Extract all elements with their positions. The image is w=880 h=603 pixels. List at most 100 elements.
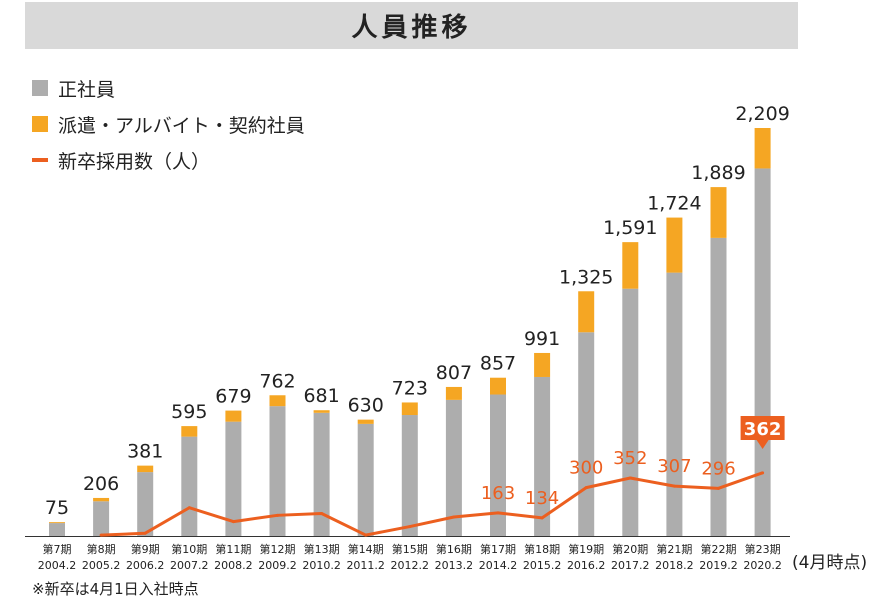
bar-total-label: 723 <box>392 377 428 399</box>
bar-temp <box>93 497 110 502</box>
bar-total-label: 1,724 <box>647 193 701 215</box>
newgrad-point <box>496 511 500 515</box>
newgrad-point <box>540 516 544 520</box>
bar-temp <box>622 242 639 289</box>
bar-total-label: 762 <box>259 370 295 392</box>
bar-total-label: 75 <box>45 497 69 519</box>
legend-swatch-regular <box>32 80 48 96</box>
newgrad-line <box>101 471 764 537</box>
bar-regular <box>49 523 65 536</box>
bar-regular <box>137 472 154 536</box>
newgrad-point <box>672 484 676 488</box>
bar-regular <box>578 332 595 536</box>
bar-regular <box>225 421 242 536</box>
bar-temp <box>666 217 683 273</box>
x-tick-label-date: 2020.2 <box>743 559 782 572</box>
x-tick-label-date: 2010.2 <box>302 559 341 572</box>
bar-temp <box>401 402 418 416</box>
x-tick-label-period: 第8期 <box>87 542 116 556</box>
x-tick-label-period: 第21期 <box>656 542 692 556</box>
newgrad-label: 300 <box>569 458 603 479</box>
x-tick-label-period: 第15期 <box>392 542 428 556</box>
bar-temp <box>269 395 286 407</box>
x-tick-label-period: 第11期 <box>215 542 251 556</box>
bar-temp <box>313 410 330 413</box>
newgrad-point <box>717 486 720 490</box>
newgrad-callout-pointer <box>756 440 769 449</box>
newgrad-point <box>276 513 279 517</box>
legend-item-temp: 派遣・アルバイト・契約社員 <box>32 106 305 142</box>
legend-item-newgrad: 新卒採用数（人） <box>32 142 305 178</box>
footnote: ※新卒は4月1日入社時点 <box>32 580 199 598</box>
bar-total-label: 679 <box>215 386 251 408</box>
bar-total-label: 1,325 <box>559 266 613 288</box>
bar-temp <box>754 128 771 169</box>
bar-regular <box>666 272 683 536</box>
bar-regular <box>93 501 110 536</box>
x-tick-label-period: 第13期 <box>304 542 340 556</box>
bar-regular <box>710 237 727 536</box>
bar-regular <box>401 415 418 536</box>
bar-total-label: 381 <box>127 441 163 463</box>
x-tick-label-period: 第7期 <box>43 542 72 556</box>
x-tick-label-date: 2005.2 <box>82 559 121 572</box>
bar-temp <box>710 187 727 238</box>
x-tick-label-date: 2019.2 <box>699 559 738 572</box>
x-tick-label-date: 2004.2 <box>38 559 77 572</box>
x-tick-label-period: 第19期 <box>568 542 604 556</box>
x-tick-label-date: 2006.2 <box>126 559 165 572</box>
newgrad-label: 134 <box>525 488 559 509</box>
bar-temp <box>534 352 551 377</box>
bar-regular <box>181 436 198 536</box>
x-tick-label-period: 第16期 <box>436 542 472 556</box>
legend-label-temp: 派遣・アルバイト・契約社員 <box>58 114 305 137</box>
newgrad-point <box>584 486 588 490</box>
newgrad-point <box>364 533 368 537</box>
legend: 正社員 派遣・アルバイト・契約社員 新卒採用数（人） <box>32 70 305 178</box>
bar-total-label: 630 <box>348 395 384 417</box>
x-tick-label-date: 2013.2 <box>435 559 474 572</box>
x-tick-label-period: 第9期 <box>131 542 160 556</box>
bar-total-label: 681 <box>303 385 339 407</box>
x-tick-label-period: 第23期 <box>745 542 781 556</box>
x-tick-label-date: 2011.2 <box>346 559 385 572</box>
bar-temp <box>49 522 65 524</box>
bar-regular <box>313 412 330 536</box>
bar-temp <box>357 419 374 424</box>
newgrad-point <box>761 471 765 475</box>
bar-total-label: 991 <box>524 328 560 350</box>
newgrad-point <box>231 520 235 524</box>
bar-regular <box>445 399 462 536</box>
as-of-label: (4月時点) <box>792 553 868 573</box>
bar-total-label: 857 <box>480 353 516 375</box>
newgrad-label: 352 <box>613 448 647 469</box>
x-tick-label-date: 2009.2 <box>258 559 297 572</box>
newgrad-point <box>320 511 324 515</box>
x-tick-label-period: 第20期 <box>612 542 648 556</box>
chart-title-bar: 人員推移 <box>25 2 798 49</box>
x-tick-label-date: 2014.2 <box>479 559 518 572</box>
x-tick-label-date: 2017.2 <box>611 559 650 572</box>
x-tick-label-period: 第18期 <box>524 542 560 556</box>
x-tick-label-date: 2007.2 <box>170 559 209 572</box>
newgrad-point <box>187 506 191 510</box>
x-tick-label-period: 第22期 <box>701 542 737 556</box>
newgrad-label: 362 <box>744 419 782 440</box>
bar-total-label: 595 <box>171 401 207 423</box>
bar-temp <box>137 465 154 473</box>
x-tick-label-date: 2015.2 <box>523 559 562 572</box>
newgrad-point <box>452 515 456 519</box>
bar-total-label: 1,889 <box>691 162 745 184</box>
bar-temp <box>578 291 595 333</box>
legend-label-regular: 正社員 <box>58 78 116 101</box>
newgrad-point <box>408 525 412 529</box>
x-tick-label-date: 2012.2 <box>391 559 430 572</box>
x-tick-label-period: 第10期 <box>171 542 207 556</box>
bar-regular <box>754 168 771 536</box>
bar-regular <box>534 376 551 536</box>
bar-total-label: 1,591 <box>603 217 657 239</box>
newgrad-point <box>99 533 103 537</box>
x-tick-label-period: 第14期 <box>348 542 384 556</box>
bar-total-label: 206 <box>83 473 119 495</box>
